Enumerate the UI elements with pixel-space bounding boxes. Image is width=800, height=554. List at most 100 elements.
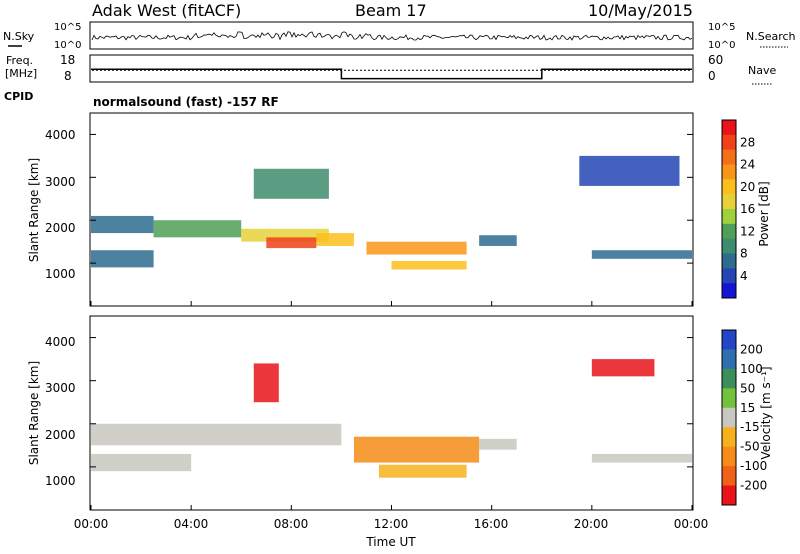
- freq-label-line1: Freq.: [6, 54, 33, 67]
- velocity-colorbar-label: Velocity [m s⁻¹]: [759, 366, 773, 459]
- velocity-region-5: [479, 438, 517, 450]
- power-colorbar-frame: [721, 119, 737, 299]
- power-colorbar-swatch-11: [722, 283, 736, 299]
- freq-panel-frame: [89, 54, 694, 83]
- date-title: 10/May/2015: [588, 1, 693, 20]
- power-region-10: [591, 250, 692, 259]
- noise-sky-line: [91, 31, 693, 41]
- velocity-colorbar-swatch-3: [722, 388, 736, 409]
- noise-right-tick-bottom: 10^0: [708, 40, 735, 51]
- velocity-yticks: 4000 3000 2000 1000: [45, 335, 76, 488]
- velocity-colorbar-tick-2: 50: [740, 381, 755, 395]
- power-colorbar-tick-6: 4: [740, 269, 748, 283]
- power-region-4: [266, 237, 317, 249]
- power-region-7: [391, 260, 467, 270]
- velocity-region-7: [591, 359, 655, 377]
- power-colorbar-swatch-6: [722, 209, 736, 225]
- nave-label: Nave: [748, 64, 776, 77]
- power-region-6: [366, 241, 467, 255]
- power-ytick-2000: 2000: [45, 221, 76, 235]
- velocity-region-6: [591, 453, 692, 463]
- noise-panel-frame: [89, 21, 694, 50]
- beam-title: Beam 17: [355, 1, 427, 20]
- velocity-colorbar-tick-5: -50: [740, 440, 760, 454]
- power-colorbar-swatch-2: [722, 149, 736, 165]
- power-colorbar-swatch-1: [722, 134, 736, 151]
- velocity-colorbar-swatch-5: [722, 427, 736, 448]
- freq-trace: [91, 68, 692, 80]
- velocity-tick-marks: [90, 337, 693, 510]
- power-colorbar-swatch-3: [722, 164, 736, 180]
- power-colorbar-swatch-5: [722, 194, 736, 210]
- noise-right-tick-top: 10^5: [708, 22, 735, 33]
- power-colorbar-swatch-7: [722, 223, 736, 240]
- nave-tick-bottom: 0: [708, 69, 716, 83]
- power-region-1: [91, 250, 154, 268]
- x-tick-3: 12:00: [374, 517, 409, 531]
- power-colorbar-swatch-9: [722, 253, 736, 269]
- x-axis-ticks: 00:00 04:00 08:00 12:00 16:00 20:00 00:0…: [74, 517, 709, 531]
- freq-tick-top: 18: [60, 53, 75, 67]
- velocity-region-0: [91, 423, 342, 446]
- velocity-ytick-3000: 3000: [45, 381, 76, 395]
- x-tick-5: 20:00: [574, 517, 609, 531]
- velocity-colorbar-tick-7: -200: [740, 479, 767, 493]
- velocity-ytick-1000: 1000: [45, 474, 76, 488]
- power-ytick-3000: 3000: [45, 175, 76, 189]
- velocity-colorbar-swatch-4: [722, 407, 736, 428]
- velocity-colorbar-swatch-6: [722, 446, 736, 467]
- power-colorbar-tick-3: 16: [740, 202, 755, 216]
- x-axis-label: Time UT: [365, 535, 416, 549]
- velocity-colorbar-swatch-0: [722, 330, 736, 350]
- power-panel-frame: [89, 112, 694, 307]
- velocity-ylabel: Slant Range [km]: [27, 361, 41, 465]
- x-tick-1: 04:00: [174, 517, 209, 531]
- mode-text: normalsound (fast) -157 RF: [93, 95, 279, 109]
- velocity-colorbar: 200 100 50 15 -15 -50 -100 -200: [721, 329, 767, 506]
- noise-left-tick-top: 10^5: [54, 22, 81, 33]
- x-tick-0: 00:00: [74, 517, 109, 531]
- power-colorbar-tick-0: 28: [740, 135, 755, 149]
- velocity-colorbar-swatch-8: [722, 485, 736, 506]
- power-colorbar-tick-1: 24: [740, 158, 755, 172]
- velocity-colorbar-tick-6: -100: [740, 459, 767, 473]
- velocity-colorbar-swatch-7: [722, 466, 736, 487]
- power-colorbar-swatch-0: [722, 120, 736, 136]
- power-colorbar-swatch-8: [722, 238, 736, 254]
- velocity-colorbar-tick-3: 15: [740, 401, 755, 415]
- x-tick-2: 08:00: [274, 517, 309, 531]
- power-region-0: [91, 215, 154, 234]
- velocity-colorbar-tick-1: 100: [740, 362, 763, 376]
- noise-left-label: N.Sky: [3, 30, 35, 43]
- power-region-11: [579, 155, 680, 186]
- power-region-8: [253, 168, 329, 199]
- velocity-colorbar-tick-4: -15: [740, 420, 760, 434]
- noise-trace: [91, 31, 693, 41]
- power-region-2: [153, 220, 242, 238]
- velocity-ytick-4000: 4000: [45, 335, 76, 349]
- velocity-colorbar-frame: [721, 329, 737, 506]
- power-ylabel: Slant Range [km]: [27, 158, 41, 262]
- velocity-region-1: [91, 453, 192, 472]
- freq-label-line2: [MHz]: [5, 67, 37, 80]
- velocity-region-2: [253, 363, 279, 403]
- power-heatmap: [91, 155, 692, 270]
- power-colorbar: 28 24 20 16 12 8 4: [721, 119, 755, 299]
- power-colorbar-tick-2: 20: [740, 180, 755, 194]
- cpid-label: CPID: [4, 90, 33, 103]
- power-colorbar-swatch-10: [722, 268, 736, 284]
- power-ytick-1000: 1000: [45, 267, 76, 281]
- power-region-5: [316, 233, 354, 246]
- station-title: Adak West (fitACF): [92, 1, 241, 20]
- power-colorbar-label: Power [dB]: [757, 181, 771, 246]
- velocity-panel-frame: [89, 315, 694, 511]
- x-tick-6: 00:00: [674, 517, 709, 531]
- velocity-colorbar-tick-0: 200: [740, 342, 763, 356]
- nave-tick-top: 60: [708, 53, 723, 67]
- velocity-heatmap: [91, 359, 692, 478]
- power-colorbar-swatch-4: [722, 179, 736, 195]
- power-region-9: [479, 235, 517, 246]
- power-yticks: 4000 3000 2000 1000: [45, 128, 76, 281]
- power-colorbar-tick-5: 8: [740, 247, 748, 261]
